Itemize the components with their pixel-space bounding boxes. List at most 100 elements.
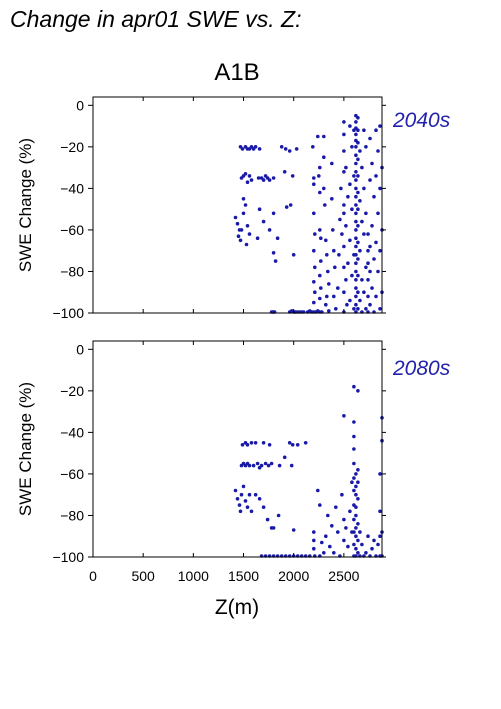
scatter-point-2080s-80 — [348, 509, 352, 514]
scatter-point-2080s-19 — [253, 441, 258, 445]
scatter-point-2040s-17 — [249, 178, 254, 182]
scatter-point-2040s-161 — [354, 261, 358, 266]
scatter-point-2040s-155 — [354, 211, 358, 216]
scatter-point-2080s-77 — [342, 538, 346, 543]
scatter-point-2040s-119 — [342, 203, 346, 207]
scatter-point-2040s-184 — [358, 298, 362, 303]
scatter-point-2040s-218 — [376, 149, 380, 153]
scatter-point-2080s-57 — [312, 530, 316, 534]
scatter-point-2040s-72 — [311, 145, 315, 149]
scatter-point-2040s-129 — [346, 194, 350, 199]
scatter-point-2080s-39 — [287, 441, 292, 445]
scatter-point-2040s-205 — [368, 244, 372, 249]
y-tick-label-2040s-4: −80 — [60, 263, 84, 279]
scatter-point-2040s-94 — [322, 186, 326, 191]
scatter-point-2040s-95 — [323, 203, 327, 207]
scatter-point-2080s-9 — [249, 509, 254, 514]
scatter-point-2040s-0 — [233, 215, 238, 220]
scatter-point-2040s-34 — [257, 207, 262, 211]
x-axis-label: Z(m) — [215, 596, 259, 619]
x-tick-label-3: 1500 — [228, 568, 259, 584]
scatter-point-2080s-84 — [352, 420, 356, 424]
scatter-points-2080s — [233, 384, 384, 558]
scatter-point-2040s-73 — [312, 176, 316, 180]
y-tick-label-2040s-2: −40 — [60, 180, 84, 196]
scatter-point-2080s-107 — [356, 497, 360, 501]
scatter-point-2040s-196 — [364, 307, 368, 311]
scatter-point-2080s-81 — [350, 480, 354, 485]
scatter-point-2080s-38 — [289, 463, 294, 468]
x-tick-label-2: 1000 — [178, 568, 209, 584]
scatter-point-2040s-39 — [275, 236, 280, 240]
scatter-point-2040s-127 — [344, 278, 348, 282]
scatter-point-2040s-46 — [282, 170, 287, 174]
scatter-point-2040s-89 — [318, 273, 322, 278]
scatter-point-2040s-105 — [331, 228, 335, 232]
scatter-point-2080s-34 — [267, 443, 272, 447]
scatter-point-2080s-105 — [356, 468, 360, 472]
scatter-point-2040s-32 — [267, 178, 272, 182]
scatter-point-2040s-134 — [348, 298, 352, 303]
scatter-point-2040s-131 — [348, 124, 352, 128]
scatter-point-2040s-214 — [374, 128, 378, 132]
scatter-point-2080s-64 — [320, 540, 324, 545]
scatter-point-2040s-91 — [318, 296, 322, 301]
scatter-point-2040s-170 — [356, 140, 360, 145]
y-tick-label-2040s-1: −20 — [60, 139, 84, 155]
scatter-point-2080s-62 — [318, 503, 322, 507]
scatter-point-2040s-19 — [240, 147, 245, 151]
scatter-point-2080s-124 — [378, 534, 382, 538]
scatter-point-2040s-145 — [354, 132, 358, 137]
scatter-point-2080s-35 — [276, 513, 281, 518]
scatter-point-2080s-69 — [330, 524, 334, 528]
scatter-point-2080s-101 — [354, 534, 358, 538]
scatter-point-2080s-4 — [239, 492, 244, 497]
scatter-point-2040s-40 — [271, 251, 276, 255]
scatter-point-2040s-101 — [324, 302, 328, 307]
scatter-point-2080s-15 — [240, 443, 245, 447]
scatter-point-2040s-200 — [366, 278, 370, 282]
scatter-point-2040s-45 — [294, 147, 299, 151]
scatter-point-2040s-223 — [378, 248, 382, 253]
scatter-point-2040s-221 — [378, 124, 382, 128]
scatter-point-2040s-81 — [312, 300, 316, 305]
scatter-point-2040s-99 — [327, 282, 331, 286]
scatter-point-2040s-102 — [327, 309, 331, 313]
scatter-point-2040s-206 — [368, 269, 372, 274]
scatter-point-2080s-41 — [295, 443, 300, 447]
scatter-point-2080s-70 — [332, 551, 336, 555]
scatter-point-2080s-123 — [378, 509, 382, 514]
scatter-point-2080s-0 — [233, 488, 238, 493]
scatter-point-2080s-95 — [354, 472, 358, 476]
scatter-point-2040s-216 — [374, 240, 378, 245]
scatter-point-2040s-160 — [354, 253, 358, 257]
scatter-point-2040s-209 — [370, 224, 374, 228]
scatter-point-2080s-76 — [342, 517, 346, 522]
scatter-point-2080s-23 — [259, 463, 264, 468]
scatter-point-2080s-1 — [235, 497, 240, 501]
x-tick-label-1: 500 — [131, 568, 155, 584]
x-tick-label-4: 2000 — [278, 568, 309, 584]
scatter-point-2040s-139 — [352, 174, 356, 178]
scatter-point-2040s-126 — [344, 224, 348, 228]
scatter-point-2040s-9 — [245, 224, 250, 228]
scatter-point-2080s-75 — [342, 414, 346, 418]
scatter-point-2080s-116 — [366, 534, 370, 538]
plot-frame-2080s — [92, 340, 383, 558]
scatter-point-2080s-97 — [354, 492, 358, 497]
scatter-point-2040s-14 — [243, 172, 248, 176]
scatter-point-2040s-85 — [318, 190, 322, 195]
y-tick-label-2080s-1: −20 — [60, 383, 84, 399]
scatter-point-2040s-173 — [356, 190, 360, 195]
scatter-point-2040s-15 — [245, 180, 250, 184]
scatter-point-2080s-121 — [376, 542, 380, 547]
scatter-point-2040s-87 — [319, 236, 323, 240]
scatter-point-2040s-136 — [350, 207, 354, 211]
scatter-point-2040s-207 — [368, 302, 372, 307]
scatter-point-2080s-65 — [322, 551, 326, 555]
scatter-point-2040s-123 — [342, 290, 346, 295]
scatter-point-2040s-48 — [284, 205, 289, 209]
scatter-point-2080s-118 — [370, 546, 374, 551]
scatter-point-2040s-203 — [368, 136, 372, 141]
y-tick-label-2040s-0: 0 — [76, 97, 84, 113]
